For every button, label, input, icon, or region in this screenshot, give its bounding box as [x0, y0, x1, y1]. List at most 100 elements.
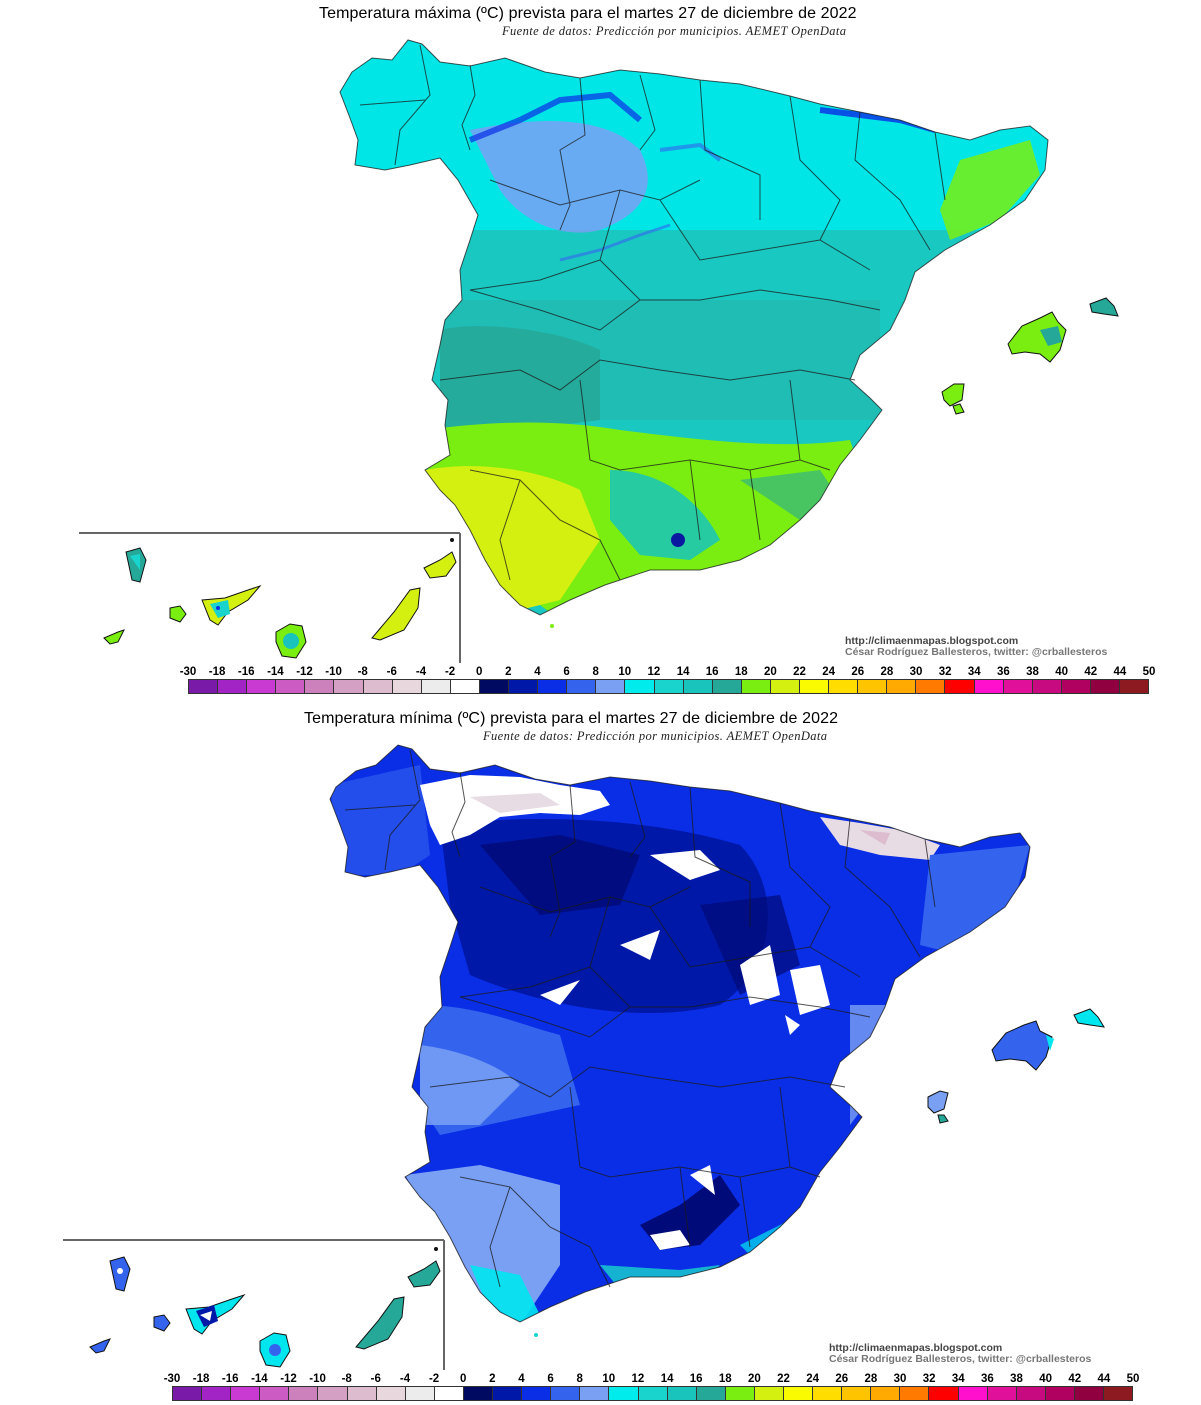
cb-tick: 26: [835, 1373, 849, 1385]
cb-tick: 6: [563, 666, 570, 678]
colorbar-swatch: [929, 1387, 959, 1400]
colorbar-swatch: [887, 680, 917, 693]
cb-tick: -30: [179, 666, 197, 678]
cb-tick: 22: [777, 1373, 790, 1385]
colorbar-swatch: [218, 680, 248, 693]
colorbar-swatch: [289, 1387, 319, 1400]
colorbar-swatch: [1074, 1387, 1104, 1400]
cb-tick: 10: [618, 666, 632, 678]
author-credit: César Rodríguez Ballesteros, twitter: @c…: [829, 1353, 1092, 1365]
cb-tick: 12: [647, 666, 661, 678]
colorbar-swatch: [479, 680, 510, 693]
colorbar-swatch: [189, 680, 219, 693]
colorbar-swatch: [363, 680, 393, 693]
colorbar-swatch: [434, 1387, 464, 1400]
cb-tick: 24: [806, 1373, 820, 1385]
cb-tick: -18: [208, 666, 226, 678]
cb-tick: -2: [444, 666, 456, 678]
colorbar-swatch: [421, 680, 451, 693]
colorbar-swatch: [625, 680, 655, 693]
cb-tick: 0: [459, 1373, 467, 1385]
colorbar-swatch: [405, 1387, 435, 1400]
cb-tick: -8: [341, 1373, 352, 1385]
colorbar-swatch: [1090, 680, 1120, 693]
cb-tick: 36: [996, 666, 1010, 678]
cb-tick: 16: [689, 1373, 703, 1385]
blog-url[interactable]: http://climaenmapas.blogspot.com: [829, 1342, 1003, 1354]
colorbar-swatch: [493, 1387, 523, 1400]
cb-tick: 10: [602, 1373, 616, 1385]
cb-tick: 8: [592, 666, 599, 678]
colorbar-swatch: [463, 1387, 494, 1400]
cb-tick: 50: [1142, 666, 1156, 678]
cb-tick: 8: [576, 1373, 583, 1385]
colorbar-swatch: [276, 680, 306, 693]
min-temp-title: Temperatura mínima (ºC) prevista para el…: [304, 710, 839, 727]
colorbar-swatch: [347, 1387, 377, 1400]
colorbar-swatch: [667, 1387, 697, 1400]
colorbar-swatch: [638, 1387, 668, 1400]
cb-tick: 20: [747, 1373, 761, 1385]
colorbar-swatch: [958, 1387, 988, 1400]
cb-tick: 30: [893, 1373, 907, 1385]
cb-tick: 40: [1055, 666, 1068, 678]
cb-tick: 26: [851, 666, 865, 678]
cb-tick: 50: [1126, 1373, 1140, 1385]
colorbar-swatch: [1045, 1387, 1075, 1400]
cb-tick: 34: [967, 666, 981, 678]
max-temp-colorbar: [188, 679, 1149, 694]
cb-tick: 28: [880, 666, 894, 678]
colorbar-swatch: [596, 680, 626, 693]
colorbar-swatch: [305, 680, 335, 693]
cb-tick: -14: [251, 1373, 268, 1385]
colorbar-swatch: [987, 1387, 1017, 1400]
cb-tick: -30: [163, 1373, 181, 1385]
colorbar-swatch: [392, 680, 422, 693]
min-temp-credit: http://climaenmapas.blogspot.com César R…: [829, 1343, 1091, 1365]
cb-tick: 0: [475, 666, 483, 678]
cb-tick: 14: [676, 666, 690, 678]
colorbar-swatch: [799, 680, 830, 693]
cb-tick: 14: [660, 1373, 674, 1385]
cb-tick: -18: [192, 1373, 210, 1385]
colorbar-swatch: [334, 680, 364, 693]
colorbar-swatch: [654, 680, 684, 693]
colorbar-swatch: [567, 680, 597, 693]
colorbar-swatch: [1120, 680, 1149, 693]
colorbar-swatch: [900, 1387, 930, 1400]
max-temp-credit: http://climaenmapas.blogspot.com César R…: [845, 636, 1107, 658]
colorbar-swatch: [842, 1387, 872, 1400]
cb-tick: 32: [922, 1373, 936, 1385]
cb-tick: 18: [718, 1373, 732, 1385]
colorbar-swatch: [683, 680, 713, 693]
cb-tick: 32: [938, 666, 952, 678]
colorbar-swatch: [522, 1387, 552, 1400]
cb-tick: 4: [518, 1373, 525, 1385]
max-temp-source: Fuente de datos: Predicción por municipi…: [502, 24, 847, 38]
colorbar-swatch: [871, 1387, 901, 1400]
cb-tick: 24: [822, 666, 836, 678]
cb-tick: 40: [1039, 1373, 1052, 1385]
colorbar-swatch: [712, 680, 742, 693]
cb-tick: 34: [951, 1373, 965, 1385]
cb-tick: -10: [309, 1373, 326, 1385]
cb-tick: 22: [793, 666, 806, 678]
cb-tick: -10: [325, 666, 342, 678]
min-temp-colorbar-labels: -30 -18 -16 -14 -12 -10 -8 -6 -4 -2 0 2 …: [164, 1373, 1140, 1387]
colorbar-swatch: [916, 680, 946, 693]
colorbar-swatch: [829, 680, 859, 693]
cb-tick: -14: [267, 666, 284, 678]
colorbar-swatch: [580, 1387, 610, 1400]
max-temp-colorbar-labels: -30 -18 -16 -14 -12 -10 -8 -6 -4 -2 0 2 …: [180, 666, 1156, 680]
cb-tick: 20: [763, 666, 777, 678]
canary-islands: [103, 538, 457, 659]
cb-tick: -16: [221, 1373, 239, 1385]
blog-url[interactable]: http://climaenmapas.blogspot.com: [845, 635, 1019, 647]
colorbar-swatch: [318, 1387, 348, 1400]
colorbar-swatch: [725, 1387, 755, 1400]
max-temp-title: Temperatura máxima (ºC) prevista para el…: [319, 5, 857, 22]
colorbar-swatch: [173, 1387, 203, 1400]
cb-tick: 38: [1010, 1373, 1023, 1385]
cb-tick: 2: [489, 1373, 496, 1385]
colorbar-swatch: [509, 680, 539, 693]
